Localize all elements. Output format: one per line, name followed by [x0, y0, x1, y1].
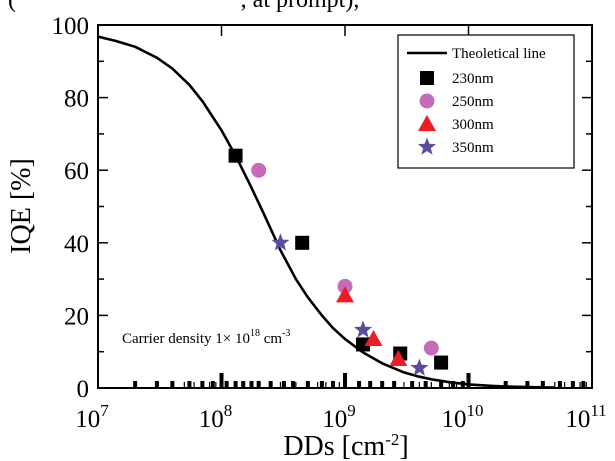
point-230nm [295, 235, 310, 250]
rug-mark [557, 381, 562, 388]
top-fragment-right: , at prompt), [241, 0, 360, 13]
point-250nm [423, 340, 439, 356]
rug-mark [210, 381, 215, 388]
rug-mark-tall [343, 373, 347, 388]
rug-mark [305, 381, 310, 388]
rug-mark [392, 381, 397, 388]
point-350nm [271, 233, 290, 251]
point-300nm [336, 286, 354, 303]
legend-label-300nm: 300nm [452, 117, 494, 133]
rug-mark [187, 381, 192, 388]
rug-mark [224, 381, 229, 388]
legend-label-250nm: 250nm [452, 94, 494, 110]
carrier-density-annotation: Carrier density 1× 1018 cm-3 [122, 328, 290, 347]
x-tick-label: 107 [75, 401, 109, 433]
rug-mark [154, 381, 159, 388]
point-230nm [434, 355, 449, 370]
legend-marker-300nm [418, 115, 436, 131]
rug-mark [439, 381, 444, 388]
rug-mark [570, 381, 575, 388]
y-tick-label: 60 [64, 158, 89, 185]
rug-mark [200, 381, 205, 388]
top-fragment: ( [8, 0, 16, 13]
rug-mark [410, 381, 415, 388]
point-230nm [228, 148, 243, 163]
rug-mark [380, 381, 385, 388]
legend-label-line: Theoletical line [452, 46, 546, 62]
rug-mark [540, 381, 545, 388]
rug-mark [170, 381, 175, 388]
x-tick-label: 108 [199, 401, 233, 433]
x-tick-labels: 107 108 109 1010 1011 [75, 401, 606, 433]
rug-mark [423, 381, 428, 388]
rug-mark [331, 381, 336, 388]
legend-marker-350nm [418, 137, 436, 155]
rug-mark-tall [219, 373, 224, 388]
y-tick-labels: 0 20 40 60 80 100 [52, 13, 90, 403]
y-tick-label: 20 [64, 303, 89, 330]
legend-marker-250nm [419, 93, 435, 109]
y-axis-title: IQE [%] [6, 158, 37, 254]
rug-mark [368, 381, 373, 388]
point-300nm [389, 349, 408, 366]
rug-mark [268, 381, 273, 388]
rug-mark [241, 381, 246, 388]
rug-marks [133, 373, 586, 388]
rug-mark [281, 381, 286, 388]
data-markers [228, 148, 449, 376]
theoretical-line [97, 35, 555, 389]
y-tick-label: 40 [64, 231, 89, 258]
legend-marker-230nm [420, 71, 434, 85]
rug-mark [319, 381, 324, 388]
x-tick-label: 109 [322, 401, 356, 433]
y-tick-label: 0 [77, 376, 90, 403]
rug-mark [503, 381, 508, 388]
point-350nm [354, 320, 373, 338]
point-300nm [364, 329, 383, 346]
point-230nm [356, 337, 371, 352]
legend: Theoletical line 230nm 250nm 300nm 350nm [397, 34, 575, 169]
x-tick-label: 1011 [565, 401, 606, 433]
rug-mark [133, 381, 138, 388]
rug-mark [233, 381, 238, 388]
x-axis-title: DDs [cm-2] [283, 430, 408, 461]
rug-mark-tall [466, 373, 471, 388]
point-250nm [337, 278, 353, 294]
rug-mark [525, 381, 530, 388]
rug-mark [291, 381, 296, 388]
y-tick-label: 100 [52, 13, 90, 40]
legend-label-230nm: 230nm [452, 71, 494, 87]
rug-mark [581, 381, 586, 388]
rug-mark [249, 381, 254, 388]
x-tick-label: 1010 [442, 401, 484, 433]
rug-mark [451, 381, 456, 388]
point-350nm [410, 358, 429, 376]
point-250nm [251, 162, 267, 178]
legend-label-350nm: 350nm [452, 140, 494, 156]
rug-mark [256, 381, 261, 388]
y-tick-label: 80 [64, 86, 89, 113]
rug-mark [357, 381, 362, 388]
